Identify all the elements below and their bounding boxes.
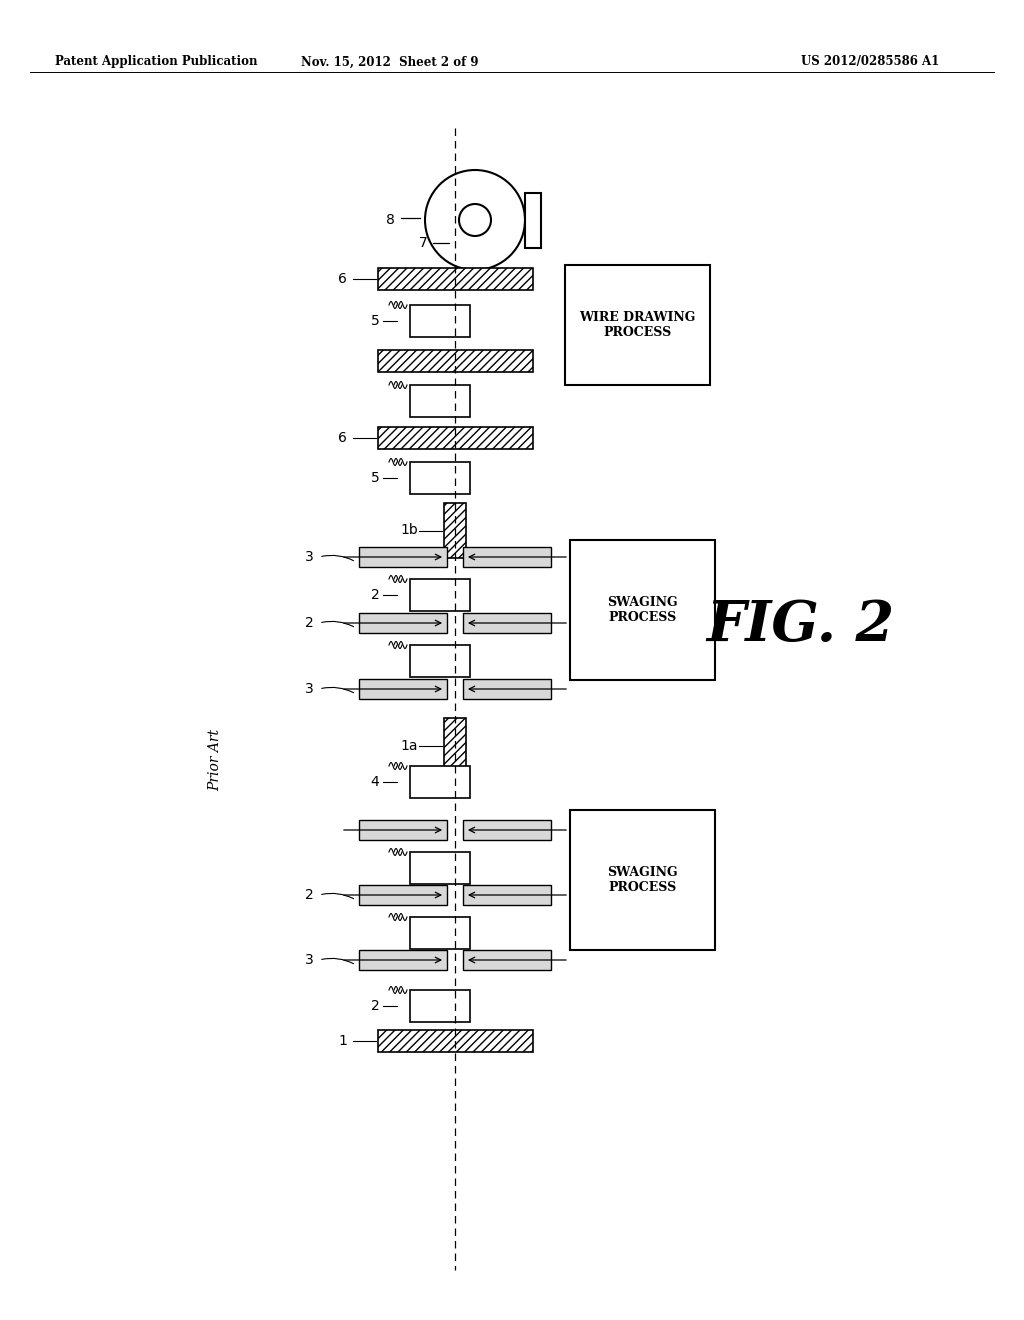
Bar bbox=[444, 718, 466, 774]
Text: 5: 5 bbox=[371, 314, 379, 327]
Bar bbox=[378, 426, 532, 449]
Bar bbox=[359, 950, 447, 970]
Bar bbox=[410, 917, 470, 949]
Text: 2: 2 bbox=[304, 888, 313, 902]
Text: 2: 2 bbox=[371, 999, 379, 1012]
Bar bbox=[359, 678, 447, 700]
Text: Nov. 15, 2012  Sheet 2 of 9: Nov. 15, 2012 Sheet 2 of 9 bbox=[301, 55, 479, 69]
Text: 4: 4 bbox=[371, 775, 379, 789]
Bar bbox=[378, 1030, 532, 1052]
Bar bbox=[463, 950, 551, 970]
Bar bbox=[378, 268, 532, 290]
Bar bbox=[378, 1030, 532, 1052]
Text: Prior Art: Prior Art bbox=[208, 729, 222, 791]
Text: SWAGING
PROCESS: SWAGING PROCESS bbox=[607, 866, 678, 894]
Bar bbox=[444, 718, 466, 774]
Bar bbox=[463, 884, 551, 906]
Text: 8: 8 bbox=[386, 213, 394, 227]
Text: WIRE DRAWING
PROCESS: WIRE DRAWING PROCESS bbox=[580, 312, 695, 339]
Text: SWAGING
PROCESS: SWAGING PROCESS bbox=[607, 597, 678, 624]
Bar bbox=[410, 385, 470, 417]
Bar bbox=[410, 851, 470, 884]
Bar bbox=[444, 503, 466, 558]
Text: 3: 3 bbox=[304, 953, 313, 968]
Bar bbox=[359, 884, 447, 906]
Text: 6: 6 bbox=[338, 272, 347, 286]
Text: 6: 6 bbox=[338, 432, 347, 445]
Text: 1b: 1b bbox=[400, 524, 418, 537]
Bar bbox=[378, 350, 532, 372]
Text: 3: 3 bbox=[304, 682, 313, 696]
Bar bbox=[410, 305, 470, 337]
Bar bbox=[359, 820, 447, 840]
Bar bbox=[410, 645, 470, 677]
Text: 5: 5 bbox=[371, 471, 379, 484]
Bar bbox=[525, 193, 541, 248]
Bar bbox=[565, 265, 710, 385]
Text: 3: 3 bbox=[304, 550, 313, 564]
Bar bbox=[359, 546, 447, 568]
Text: 1a: 1a bbox=[400, 738, 418, 752]
Bar bbox=[570, 810, 715, 950]
Bar bbox=[444, 503, 466, 558]
Bar bbox=[463, 546, 551, 568]
Bar bbox=[359, 612, 447, 634]
Text: US 2012/0285586 A1: US 2012/0285586 A1 bbox=[801, 55, 939, 69]
Bar bbox=[410, 990, 470, 1022]
Text: 7: 7 bbox=[419, 236, 427, 249]
Bar bbox=[570, 540, 715, 680]
Bar bbox=[463, 820, 551, 840]
Bar bbox=[378, 268, 532, 290]
Bar bbox=[410, 579, 470, 611]
Bar bbox=[463, 612, 551, 634]
Bar bbox=[378, 350, 532, 372]
Text: 2: 2 bbox=[371, 587, 379, 602]
Text: 2: 2 bbox=[304, 616, 313, 630]
Text: Patent Application Publication: Patent Application Publication bbox=[55, 55, 257, 69]
Bar bbox=[410, 462, 470, 494]
Text: FIG. 2: FIG. 2 bbox=[706, 598, 894, 652]
Text: 1: 1 bbox=[338, 1034, 347, 1048]
Bar bbox=[378, 426, 532, 449]
Bar bbox=[463, 678, 551, 700]
Bar bbox=[410, 766, 470, 799]
